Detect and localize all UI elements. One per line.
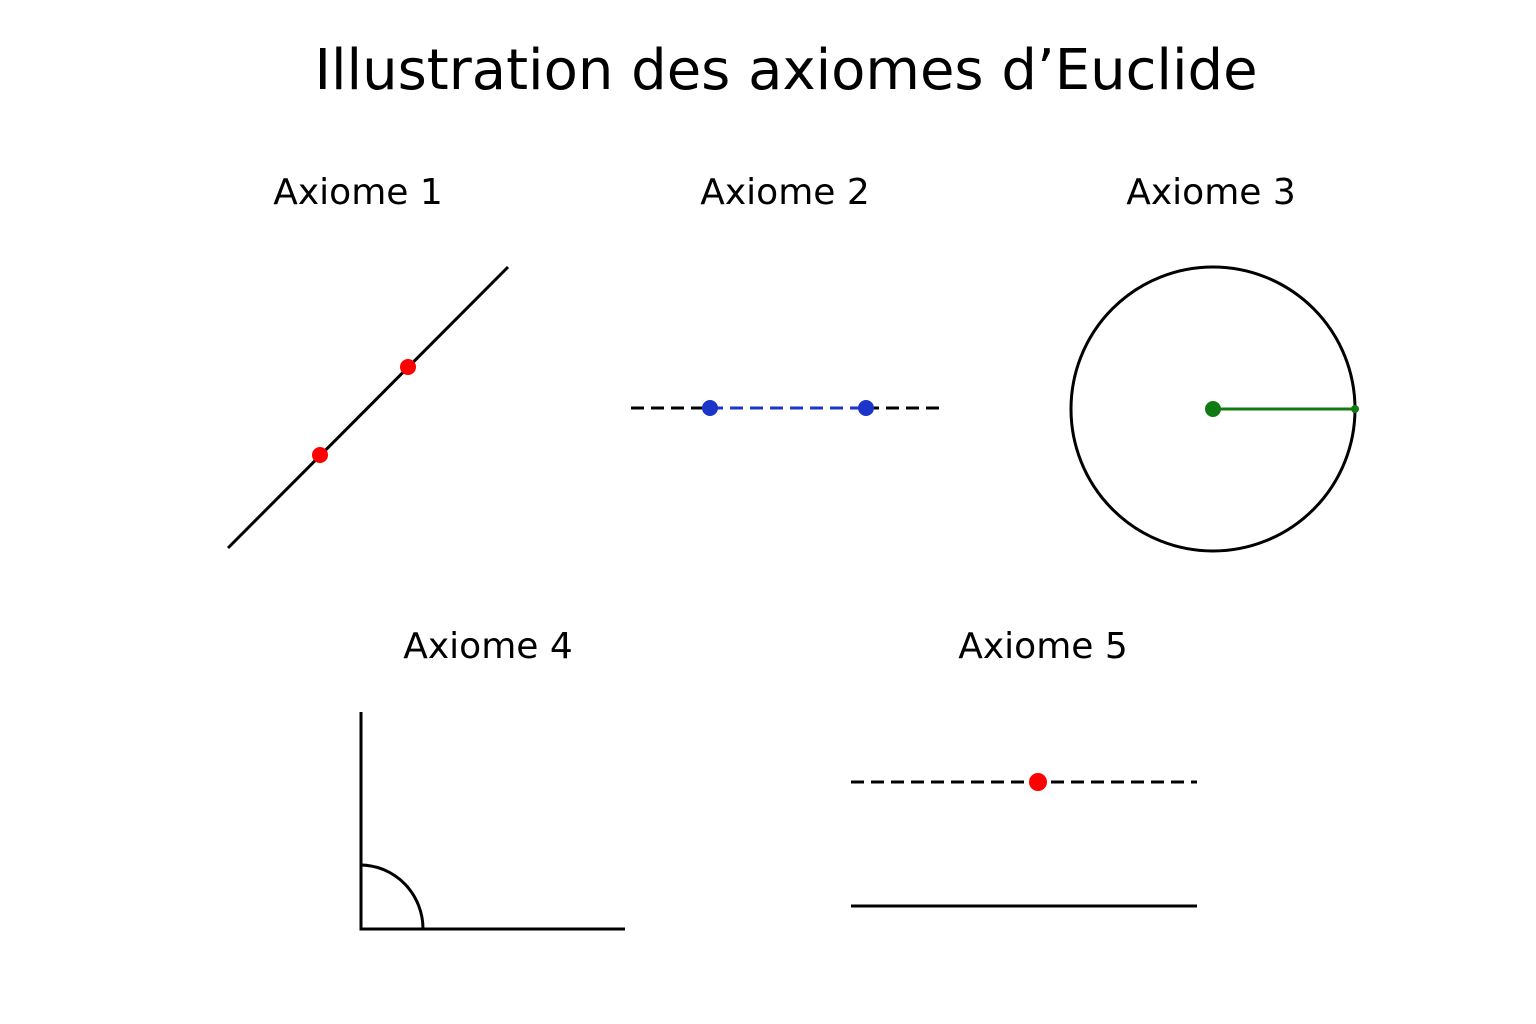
axiom-3-radius-end [1351,405,1359,413]
axiom-3-center [1205,401,1221,417]
axiom-1-figure [226,265,510,550]
axiom-1-title: Axiome 1 [273,172,443,213]
axiom-4-figure [359,712,625,931]
axiom-1-point-a [312,447,328,463]
axiom-2-figure [631,400,942,416]
axiom-1-line [226,265,510,550]
axiom-5-title: Axiome 5 [958,626,1128,667]
axiom-5-point [1029,773,1047,791]
axiom-4-angle-arc [360,863,425,930]
axiom-4-title: Axiome 4 [403,626,573,667]
axiom-4-right-angle [359,712,625,931]
axiom-3-title: Axiome 3 [1126,172,1296,213]
axiom-5-figure [851,773,1197,908]
axiom-2-point-a [702,400,718,416]
page-title: Illustration des axiomes d’Euclide [314,38,1258,103]
axiom-1-point-b [400,359,416,375]
axiom-2-title: Axiome 2 [700,172,870,213]
axiom-2-point-b [858,400,874,416]
axiom-3-figure [1069,265,1359,553]
